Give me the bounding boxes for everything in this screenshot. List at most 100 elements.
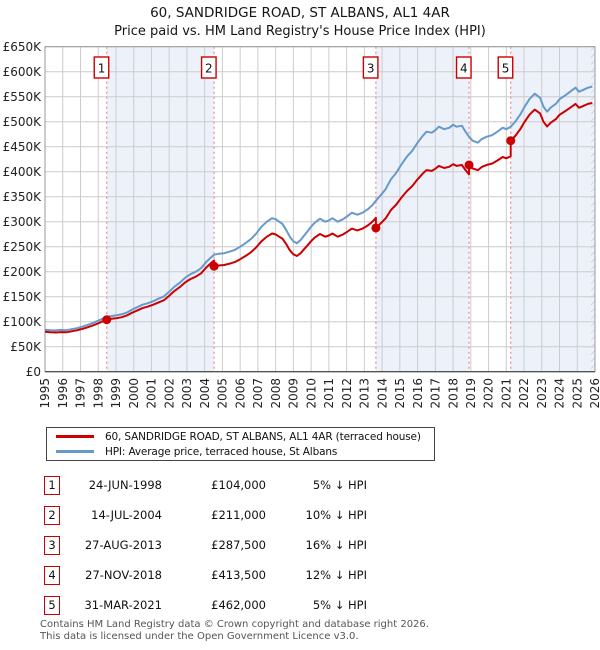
x-axis-tick-label: 2001 [145, 378, 159, 409]
sale-marker-badge [455, 56, 472, 79]
x-axis-tick-label: 2023 [535, 378, 549, 409]
y-axis-tick-label: £650K [3, 40, 43, 54]
sale-date: 27-AUG-2013 [84, 538, 162, 552]
x-axis-tick-label: 2013 [358, 378, 372, 409]
y-axis-tick-label: £300K [3, 215, 43, 229]
price-chart: 1 2 3 4 5 £0 £50K £100K £150K £200K £250K £300K £350… [3, 40, 600, 409]
legend-line-swatch [56, 450, 94, 453]
sale-point-dot [464, 160, 474, 170]
x-axis-tick-label: 2017 [429, 378, 443, 409]
footer-line-1: Contains HM Land Registry data © Crown c… [40, 619, 429, 630]
x-axis-tick-label: 2022 [517, 378, 531, 409]
y-axis-tick-label: £200K [3, 265, 43, 279]
y-axis-tick-label: £0 [26, 365, 41, 379]
sale-marker-number: 3 [367, 62, 375, 76]
y-axis-tick-label: £250K [3, 240, 43, 254]
sale-row: 1 24-JUN-1998 £104,000 5% ↓ HPI [44, 470, 367, 500]
legend-item: 60, SANDRIDGE ROAD, ST ALBANS, AL1 4AR (… [47, 430, 434, 443]
future-hatch-region [591, 46, 595, 372]
x-axis-tick-label: 1995 [38, 378, 52, 409]
y-axis-tick-label: £350K [3, 190, 43, 204]
sale-point-dot [102, 315, 112, 325]
x-axis-tick-label: 2016 [411, 378, 425, 409]
sale-date: 31-MAR-2021 [84, 598, 162, 612]
series-line [44, 102, 593, 334]
ownership-period-band [375, 46, 470, 372]
y-axis-tick-label: £400K [3, 165, 43, 179]
x-axis-tick-label: 2018 [446, 378, 460, 409]
x-axis-tick-label: 2025 [570, 378, 584, 409]
sale-marker-number: 1 [98, 62, 106, 76]
x-axis-tick-label: 2026 [588, 378, 600, 409]
y-axis-tick-label: £150K [3, 290, 43, 304]
footer-line-2: This data is licensed under the Open Gov… [40, 631, 359, 643]
x-axis-tick-label: 2006 [233, 378, 247, 409]
series-line [44, 85, 593, 332]
x-axis-tick-label: 2010 [304, 378, 318, 409]
x-axis-tick-label: 1999 [109, 378, 123, 409]
sale-marker-number: 2 [205, 62, 213, 76]
y-axis-tick-label: £100K [3, 315, 43, 329]
sale-point-dot [506, 136, 516, 146]
sale-number-badge: 1 [44, 475, 60, 495]
legend-line-swatch [56, 435, 94, 438]
x-axis-tick-label: 2004 [198, 378, 212, 409]
x-axis-tick-label: 2021 [499, 378, 513, 409]
sale-price: £413,500 [211, 568, 266, 582]
sale-marker-number: 4 [460, 62, 468, 76]
page-subtitle: Price paid vs. HM Land Registry's House … [114, 24, 486, 39]
sale-marker-badge [362, 56, 379, 79]
x-axis-tick-label: 1996 [56, 378, 70, 409]
x-axis-tick-label: 2014 [375, 378, 389, 409]
x-axis-tick-label: 2009 [287, 378, 301, 409]
y-axis-tick-label: £450K [3, 140, 43, 154]
ownership-period-band [510, 46, 595, 372]
x-axis-tick-label: 1998 [91, 378, 105, 409]
license-footer: Contains HM Land Registry data © Crown c… [40, 619, 429, 643]
legend-label: 60, SANDRIDGE ROAD, ST ALBANS, AL1 4AR (… [105, 430, 421, 443]
sale-hpi-delta: 5% ↓ HPI [312, 478, 367, 492]
x-axis-tick-label: 2020 [482, 378, 496, 409]
sales-table: 1 24-JUN-1998 £104,000 5% ↓ HPI 2 14-JUL-2004… [44, 470, 367, 620]
sale-row: 5 31-MAR-2021 £462,000 5% ↓ HPI [44, 590, 367, 620]
legend-label: HPI: Average price, terraced house, St A… [105, 445, 338, 458]
ownership-period-band [106, 46, 215, 372]
chart-legend: 60, SANDRIDGE ROAD, ST ALBANS, AL1 4AR (… [46, 427, 435, 461]
x-axis-tick-label: 2007 [251, 378, 265, 409]
sale-marker-badge [200, 56, 217, 79]
sale-row: 2 14-JUL-2004 £211,000 10% ↓ HPI [44, 500, 367, 530]
x-axis-tick-label: 2024 [553, 378, 567, 409]
sale-number-badge: 3 [44, 535, 60, 555]
y-axis-tick-label: £550K [3, 90, 43, 104]
page-title: 60, SANDRIDGE ROAD, ST ALBANS, AL1 4AR [150, 5, 450, 21]
x-axis-tick-label: 2015 [393, 378, 407, 409]
y-axis-tick-label: £600K [3, 65, 43, 79]
legend-item: HPI: Average price, terraced house, St A… [47, 445, 434, 458]
sale-hpi-delta: 5% ↓ HPI [312, 598, 367, 612]
sale-hpi-delta: 16% ↓ HPI [305, 538, 367, 552]
sale-date: 27-NOV-2018 [85, 568, 162, 582]
x-axis-tick-label: 2005 [216, 378, 230, 409]
x-axis-tick-label: 2000 [127, 378, 141, 409]
sale-row: 4 27-NOV-2018 £413,500 12% ↓ HPI [44, 560, 367, 590]
sale-row: 3 27-AUG-2013 £287,500 16% ↓ HPI [44, 530, 367, 560]
x-axis-tick-label: 2019 [464, 378, 478, 409]
sale-hpi-delta: 10% ↓ HPI [305, 508, 367, 522]
sale-price: £211,000 [211, 508, 266, 522]
sale-point-dot [209, 261, 219, 271]
y-axis-tick-label: £50K [10, 340, 42, 354]
sale-number-badge: 4 [44, 565, 60, 585]
sale-marker-badge [497, 56, 514, 79]
x-axis-tick-label: 2008 [269, 378, 283, 409]
sale-date: 24-JUN-1998 [88, 478, 162, 492]
x-axis-tick-label: 2002 [162, 378, 176, 409]
x-axis-tick-label: 2003 [180, 378, 194, 409]
sale-price: £104,000 [211, 478, 266, 492]
sale-price: £287,500 [211, 538, 266, 552]
sale-price: £462,000 [211, 598, 266, 612]
x-axis-tick-label: 2011 [322, 378, 336, 409]
sale-date: 14-JUL-2004 [91, 508, 162, 522]
y-axis-tick-label: £500K [3, 115, 43, 129]
sale-number-badge: 5 [44, 595, 60, 615]
